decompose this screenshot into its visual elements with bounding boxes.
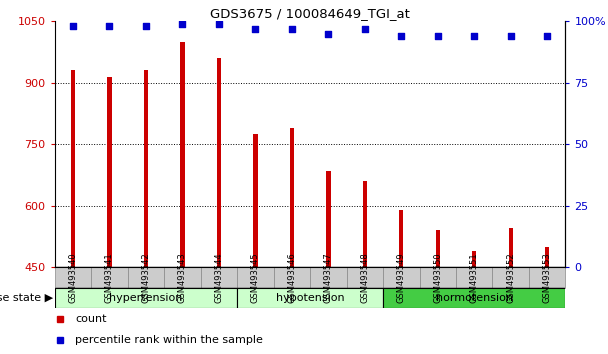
Point	[141, 23, 151, 29]
Point	[178, 21, 187, 27]
FancyBboxPatch shape	[420, 267, 456, 287]
Title: GDS3675 / 100084649_TGI_at: GDS3675 / 100084649_TGI_at	[210, 7, 410, 20]
Bar	[216, 58, 221, 267]
FancyBboxPatch shape	[383, 287, 565, 308]
FancyBboxPatch shape	[128, 267, 164, 287]
FancyBboxPatch shape	[347, 267, 383, 287]
Point	[105, 23, 114, 29]
Text: GSM493551: GSM493551	[470, 252, 478, 303]
Point	[323, 31, 333, 36]
Point	[396, 33, 406, 39]
Text: hypertension: hypertension	[109, 293, 182, 303]
FancyBboxPatch shape	[237, 267, 274, 287]
FancyBboxPatch shape	[492, 267, 529, 287]
Bar	[289, 128, 294, 267]
Bar	[508, 228, 513, 267]
FancyBboxPatch shape	[201, 267, 237, 287]
Bar	[71, 70, 75, 267]
Text: GSM493548: GSM493548	[361, 252, 369, 303]
Point	[68, 23, 78, 29]
FancyBboxPatch shape	[55, 287, 237, 308]
Bar	[253, 134, 258, 267]
Point	[214, 21, 224, 27]
Text: GSM493546: GSM493546	[288, 252, 296, 303]
Text: disease state ▶: disease state ▶	[0, 293, 53, 303]
Bar	[180, 42, 185, 267]
Bar	[143, 70, 148, 267]
Point	[469, 33, 479, 39]
Bar	[362, 181, 367, 267]
Bar	[545, 247, 550, 267]
Point	[287, 26, 297, 32]
Bar	[435, 230, 440, 267]
Text: GSM493540: GSM493540	[69, 252, 77, 303]
Text: GSM493550: GSM493550	[434, 252, 442, 303]
FancyBboxPatch shape	[529, 267, 565, 287]
Text: GSM493543: GSM493543	[178, 252, 187, 303]
Text: GSM493542: GSM493542	[142, 252, 150, 303]
Text: GSM493544: GSM493544	[215, 252, 223, 303]
Text: GSM493545: GSM493545	[251, 252, 260, 303]
Bar	[107, 76, 112, 267]
Point	[506, 33, 516, 39]
Point	[360, 26, 370, 32]
Point	[433, 33, 443, 39]
Text: GSM493549: GSM493549	[397, 252, 406, 303]
Text: GSM493553: GSM493553	[543, 252, 551, 303]
Point	[542, 33, 552, 39]
Text: GSM493541: GSM493541	[105, 252, 114, 303]
Text: normotension: normotension	[436, 293, 513, 303]
Text: GSM493552: GSM493552	[506, 252, 515, 303]
FancyBboxPatch shape	[55, 267, 91, 287]
Text: percentile rank within the sample: percentile rank within the sample	[75, 335, 263, 345]
Bar	[472, 251, 477, 267]
Text: hypotension: hypotension	[276, 293, 344, 303]
FancyBboxPatch shape	[55, 287, 565, 308]
FancyBboxPatch shape	[164, 267, 201, 287]
FancyBboxPatch shape	[91, 267, 128, 287]
Bar	[326, 171, 331, 267]
Text: count: count	[75, 314, 106, 324]
FancyBboxPatch shape	[383, 267, 420, 287]
FancyBboxPatch shape	[237, 287, 383, 308]
Bar	[399, 210, 404, 267]
Point	[250, 26, 260, 32]
FancyBboxPatch shape	[274, 267, 310, 287]
FancyBboxPatch shape	[456, 267, 492, 287]
Text: GSM493547: GSM493547	[324, 252, 333, 303]
FancyBboxPatch shape	[310, 267, 347, 287]
